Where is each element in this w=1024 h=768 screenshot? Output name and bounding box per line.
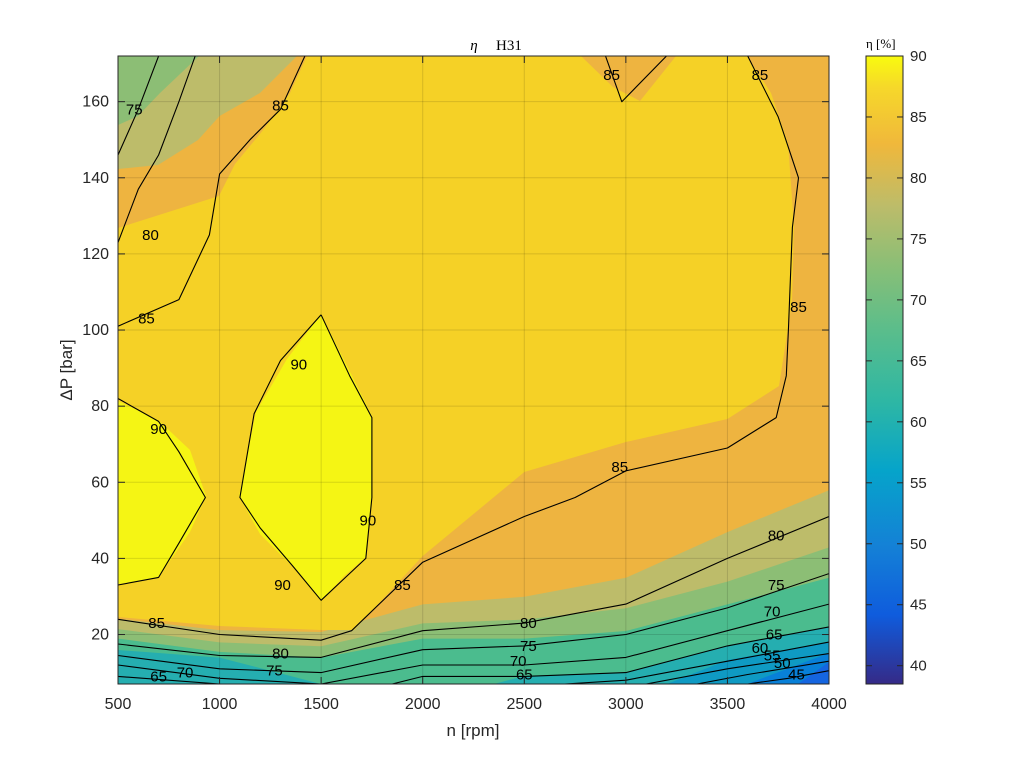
contour-line-80	[118, 515, 829, 658]
y-tick-label: 160	[82, 94, 109, 111]
y-tick-label: 100	[82, 322, 109, 339]
contour-label: 70	[177, 665, 194, 682]
x-tick-label: 1500	[303, 696, 339, 713]
x-tick-label: 3500	[710, 696, 746, 713]
colorbar-tick-label: 50	[910, 536, 927, 553]
x-axis-label: n [rpm]	[447, 721, 500, 740]
y-axis-label: ΔP [bar]	[57, 339, 76, 400]
x-tick-label: 500	[105, 696, 132, 713]
colorbar-tick-label: 65	[910, 353, 927, 370]
contour-label: 85	[148, 615, 165, 632]
contour-line-50	[696, 660, 829, 684]
contour-label: 75	[266, 663, 283, 680]
colorbar-tick-label: 60	[910, 414, 927, 431]
contour-label: 85	[752, 67, 769, 84]
x-tick-label: 4000	[811, 696, 847, 713]
region-top-left-70-75	[118, 56, 199, 125]
colorbar-tick-label: 55	[910, 475, 927, 492]
contour-line-55	[646, 653, 829, 684]
contour-label: 45	[788, 666, 805, 683]
contour-label: 85	[394, 577, 411, 594]
x-tick-label: 2500	[506, 696, 542, 713]
contour-line-85	[604, 56, 667, 103]
contour-label: 85	[611, 459, 628, 476]
chart-title: η H31	[470, 38, 522, 54]
title-symbol: η	[470, 38, 477, 54]
colorbar-tick-label: 40	[910, 658, 927, 675]
y-tick-label: 80	[91, 398, 109, 415]
grid-lines	[118, 56, 829, 684]
contour-label: 60	[752, 640, 769, 657]
contour-line-75	[118, 573, 829, 674]
y-tick-label: 140	[82, 170, 109, 187]
y-tick-label: 120	[82, 246, 109, 263]
colorbar-title: η [%]	[866, 36, 896, 51]
contour-label: 55	[764, 647, 781, 664]
contour-label: 65	[766, 627, 783, 644]
contour-lines	[118, 56, 829, 684]
y-tick-label: 40	[91, 550, 109, 567]
region-peak-left-90	[118, 401, 206, 584]
x-tick-label: 3000	[608, 696, 644, 713]
contour-line-80	[118, 56, 196, 243]
colorbar-tick-label: 85	[910, 109, 927, 126]
contour-label: 90	[290, 356, 307, 373]
plot-frame	[117, 55, 830, 685]
contour-line-60	[564, 641, 829, 684]
contour-line-70	[118, 603, 829, 684]
contour-label: 80	[272, 646, 289, 663]
contour-label: 70	[764, 604, 781, 621]
contour-label: 80	[520, 615, 537, 632]
y-tick-label: 60	[91, 474, 109, 491]
contour-label: 85	[138, 311, 155, 328]
colorbar-tick-label: 90	[910, 48, 927, 65]
y-tick-label: 20	[91, 627, 109, 644]
contour-line-85	[118, 56, 306, 327]
title-text: H31	[496, 38, 522, 54]
contour-line-65	[118, 675, 220, 684]
contour-label: 90	[274, 577, 291, 594]
x-tick-label: 2000	[405, 696, 441, 713]
contour-line-45	[747, 670, 829, 684]
contour-line-90	[239, 314, 373, 601]
colorbar-tick-label: 70	[910, 292, 927, 309]
colorbar-gradient	[865, 55, 904, 685]
plot-area	[118, 56, 829, 684]
colorbar-tick-label: 75	[910, 231, 927, 248]
y-axis-ticks: 20 40 60 80 100 120 140 160	[82, 94, 829, 644]
region-peak-center-90	[239, 314, 372, 601]
x-tick-label: 1000	[202, 696, 238, 713]
contour-line-85	[118, 56, 800, 641]
contour-label: 85	[603, 67, 620, 84]
contour-label: 50	[774, 655, 791, 672]
contour-line-75	[118, 56, 160, 156]
contour-label: 75	[768, 577, 785, 594]
colorbar: η [%] 40 45 50 55 60 65 70 75 80 85 90	[865, 36, 927, 685]
contour-label: 90	[150, 421, 167, 438]
contour-label: 85	[272, 97, 289, 114]
contour-label: 80	[768, 528, 785, 545]
contour-line-90	[118, 398, 206, 586]
x-axis-ticks: 500 1000 1500 2000 2500 3000 3500 4000	[105, 56, 847, 713]
colorbar-tick-label: 80	[910, 170, 927, 187]
contour-label: 65	[516, 666, 533, 683]
contour-label: 80	[142, 227, 159, 244]
contour-line-65	[392, 626, 829, 684]
region-60-65-low	[118, 626, 829, 684]
contour-label: 75	[126, 101, 143, 118]
colorbar-ticks: 40 45 50 55 60 65 70 75 80 85 90	[866, 48, 927, 675]
region-45-50-low	[798, 662, 829, 684]
contour-label: 75	[520, 638, 537, 655]
contour-label: 65	[150, 668, 167, 685]
contour-label: 70	[510, 653, 527, 670]
contour-label: 90	[360, 512, 377, 529]
region-50-55-low	[747, 653, 829, 684]
contour-label: 85	[790, 299, 807, 316]
colorbar-tick-label: 45	[910, 597, 927, 614]
